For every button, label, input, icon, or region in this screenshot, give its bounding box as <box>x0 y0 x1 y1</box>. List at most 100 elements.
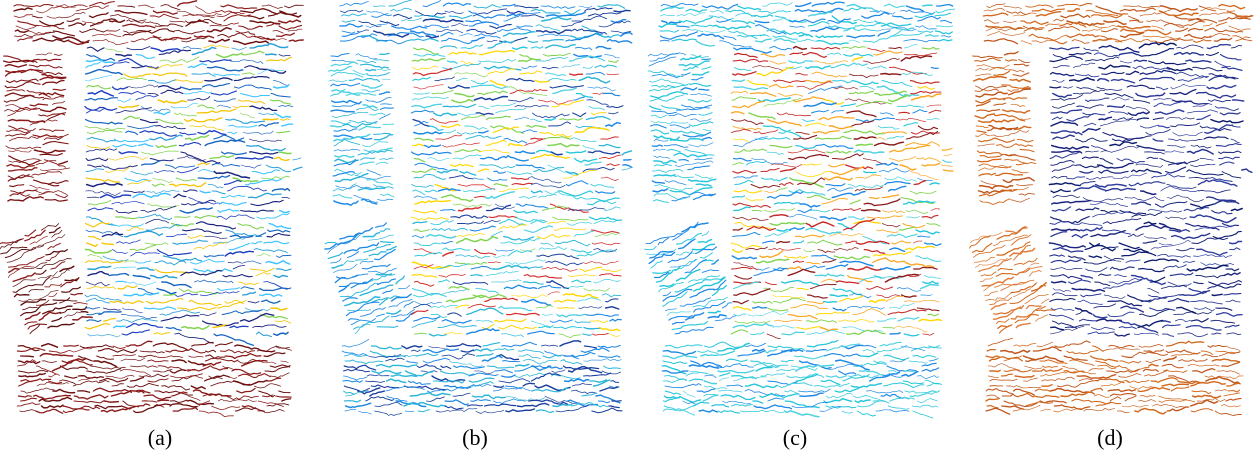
script-stroke <box>1076 138 1108 142</box>
script-stroke <box>523 282 543 284</box>
script-stroke <box>1177 307 1196 313</box>
script-stroke <box>750 332 764 335</box>
script-stroke <box>367 169 380 175</box>
script-stroke <box>413 68 451 75</box>
script-stroke <box>448 313 462 316</box>
script-stroke <box>1061 392 1094 396</box>
script-stroke <box>428 158 449 161</box>
script-stroke <box>40 168 70 171</box>
script-stroke <box>733 139 750 143</box>
script-stroke <box>228 132 237 134</box>
script-stroke <box>1021 21 1048 24</box>
script-stroke <box>49 351 67 353</box>
script-stroke <box>1051 110 1082 113</box>
script-stroke <box>911 91 941 94</box>
script-stroke <box>449 52 476 55</box>
script-stroke <box>1019 59 1030 63</box>
script-stroke <box>6 145 41 150</box>
script-stroke <box>819 117 854 120</box>
script-stroke <box>688 99 711 103</box>
script-stroke <box>334 200 358 206</box>
script-stroke <box>226 230 262 237</box>
script-stroke <box>486 116 510 119</box>
script-stroke <box>903 381 924 384</box>
script-stroke <box>1219 18 1251 21</box>
script-stroke <box>276 269 291 271</box>
script-stroke <box>414 302 441 305</box>
script-stroke <box>932 68 939 69</box>
script-stroke <box>557 314 584 317</box>
script-stroke <box>575 127 609 132</box>
script-stroke <box>1211 217 1236 223</box>
script-stroke <box>895 326 928 332</box>
script-stroke <box>1072 289 1104 292</box>
script-stroke <box>374 31 409 37</box>
script-stroke <box>144 307 175 309</box>
script-stroke <box>225 354 261 359</box>
script-stroke <box>921 285 939 289</box>
script-stroke <box>1222 172 1241 178</box>
script-stroke <box>140 351 164 353</box>
script-stroke <box>794 135 817 139</box>
script-stroke <box>460 172 476 176</box>
script-stroke <box>824 302 837 303</box>
script-stroke <box>1061 14 1090 18</box>
script-stroke <box>856 144 872 145</box>
script-stroke <box>486 140 506 145</box>
script-stroke <box>645 246 657 252</box>
script-stroke <box>498 225 526 230</box>
script-stroke <box>665 345 702 348</box>
script-stroke <box>927 118 939 120</box>
script-stroke <box>482 356 502 361</box>
script-stroke <box>1083 129 1100 133</box>
script-stroke <box>760 251 783 258</box>
script-stroke <box>1145 259 1179 263</box>
script-stroke <box>499 156 529 161</box>
script-stroke <box>986 395 999 399</box>
script-stroke <box>1051 122 1078 126</box>
script-stroke <box>367 179 393 186</box>
script-stroke <box>815 136 851 139</box>
script-stroke <box>221 195 245 197</box>
script-stroke <box>1233 36 1252 41</box>
script-stroke <box>1174 311 1212 314</box>
script-stroke <box>445 400 468 405</box>
script-stroke <box>389 0 418 6</box>
script-stroke <box>564 286 583 288</box>
script-stroke <box>1003 21 1016 23</box>
script-stroke <box>430 126 443 130</box>
script-stroke <box>379 92 389 94</box>
script-stroke <box>1036 12 1060 16</box>
script-stroke <box>346 403 371 407</box>
script-stroke <box>732 267 758 269</box>
script-stroke <box>1093 38 1111 41</box>
script-stroke <box>696 184 711 187</box>
script-stroke <box>139 374 168 377</box>
script-stroke <box>1215 61 1231 67</box>
script-stroke <box>942 149 952 151</box>
script-stroke <box>115 11 147 15</box>
script-stroke <box>23 305 38 312</box>
script-stroke <box>521 15 544 18</box>
script-stroke <box>595 65 616 67</box>
script-stroke <box>518 350 544 354</box>
script-stroke <box>807 263 820 265</box>
script-stroke <box>1019 193 1034 195</box>
script-stroke <box>54 54 62 56</box>
script-stroke <box>18 21 39 26</box>
script-stroke <box>395 276 406 284</box>
script-stroke <box>158 100 186 103</box>
script-stroke <box>243 292 256 295</box>
script-stroke <box>1011 104 1025 107</box>
script-stroke <box>1146 129 1170 135</box>
script-stroke <box>691 93 712 97</box>
script-stroke <box>200 60 231 62</box>
script-stroke <box>383 290 393 294</box>
script-stroke <box>493 387 530 391</box>
script-stroke <box>1050 299 1075 302</box>
script-stroke <box>681 87 697 90</box>
script-stroke <box>279 20 301 23</box>
script-stroke <box>414 243 441 246</box>
script-stroke <box>78 391 90 393</box>
script-stroke <box>376 162 388 164</box>
